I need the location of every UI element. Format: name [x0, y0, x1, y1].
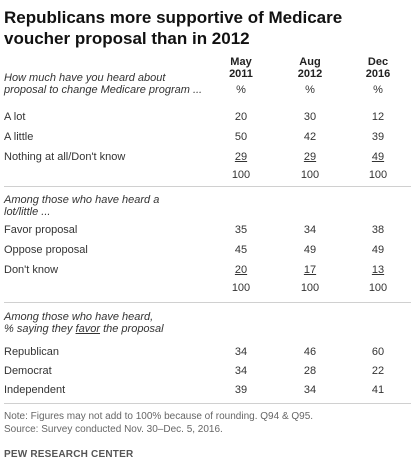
column-header-month: May [230, 56, 252, 68]
value-cell: 34 [303, 224, 317, 236]
column-header-may-2011: May 2011 [216, 56, 266, 80]
value-cell: 30 [303, 111, 317, 123]
column-header-month: Dec [367, 56, 389, 68]
value-cell: 42 [303, 131, 317, 143]
value-cell: 35 [234, 224, 248, 236]
section-divider [4, 186, 411, 187]
question-line: Among those who have heard, [4, 311, 154, 323]
row-label: Nothing at all/Don't know [4, 151, 126, 163]
row-label: Favor proposal [4, 224, 78, 236]
value-cell: 34 [234, 365, 248, 377]
value-cell: 34 [234, 346, 248, 358]
value-cell: 49 [371, 151, 385, 163]
row-label: Don't know [4, 264, 59, 276]
value-cell: 41 [371, 384, 385, 396]
question-line: How much have you heard about [4, 72, 166, 84]
brand-logo-text: PEW RESEARCH CENTER [4, 449, 134, 460]
section-2-question: Among those who have heard a lot/little … [4, 194, 159, 218]
row-label: Democrat [4, 365, 52, 377]
total-cell: 100 [368, 282, 388, 294]
question-text: % saying they [4, 323, 76, 335]
total-cell: 100 [368, 169, 388, 181]
row-label: Independent [4, 384, 66, 396]
unit-cell: % [305, 84, 315, 96]
section-3-question: Among those who have heard, % saying the… [4, 311, 164, 335]
column-header-year: 2016 [365, 68, 391, 80]
section-divider [4, 403, 411, 404]
source-note: Source: Survey conducted Nov. 30–Dec. 5,… [4, 424, 223, 435]
column-header-dec-2016: Dec 2016 [353, 56, 403, 80]
value-cell: 12 [371, 111, 385, 123]
total-cell: 100 [300, 282, 320, 294]
question-line: lot/little ... [4, 206, 51, 218]
question-text: the proposal [100, 323, 164, 335]
value-cell: 17 [303, 264, 317, 276]
total-cell: 100 [231, 282, 251, 294]
value-cell: 29 [234, 151, 248, 163]
section-divider [4, 302, 411, 303]
value-cell: 49 [371, 244, 385, 256]
value-cell: 50 [234, 131, 248, 143]
row-label: A little [4, 131, 34, 143]
value-cell: 13 [371, 264, 385, 276]
column-header-year: 2012 [297, 68, 323, 80]
question-line: proposal to change Medicare program ... [4, 84, 203, 96]
value-cell: 60 [371, 346, 385, 358]
question-line: % saying they favor the proposal [4, 323, 164, 335]
chart-title: Republicans more supportive of Medicare … [4, 8, 343, 48]
value-cell: 39 [371, 131, 385, 143]
column-header-month: Aug [299, 56, 321, 68]
value-cell: 28 [303, 365, 317, 377]
value-cell: 22 [371, 365, 385, 377]
value-cell: 39 [234, 384, 248, 396]
row-label: Republican [4, 346, 60, 358]
column-header-year: 2011 [229, 68, 253, 80]
value-cell: 29 [303, 151, 317, 163]
footnote: Note: Figures may not add to 100% becaus… [4, 411, 314, 422]
value-cell: 20 [234, 111, 248, 123]
section-1-question: How much have you heard about proposal t… [4, 72, 202, 96]
question-emphasis: favor [75, 323, 101, 335]
row-label: A lot [4, 111, 26, 123]
value-cell: 45 [234, 244, 248, 256]
unit-cell: % [373, 84, 383, 96]
unit-cell: % [236, 84, 246, 96]
value-cell: 38 [371, 224, 385, 236]
total-cell: 100 [300, 169, 320, 181]
value-cell: 49 [303, 244, 317, 256]
value-cell: 46 [303, 346, 317, 358]
total-cell: 100 [231, 169, 251, 181]
column-header-aug-2012: Aug 2012 [285, 56, 335, 80]
value-cell: 20 [234, 264, 248, 276]
value-cell: 34 [303, 384, 317, 396]
question-line: Among those who have heard a [4, 194, 160, 206]
row-label: Oppose proposal [4, 244, 88, 256]
